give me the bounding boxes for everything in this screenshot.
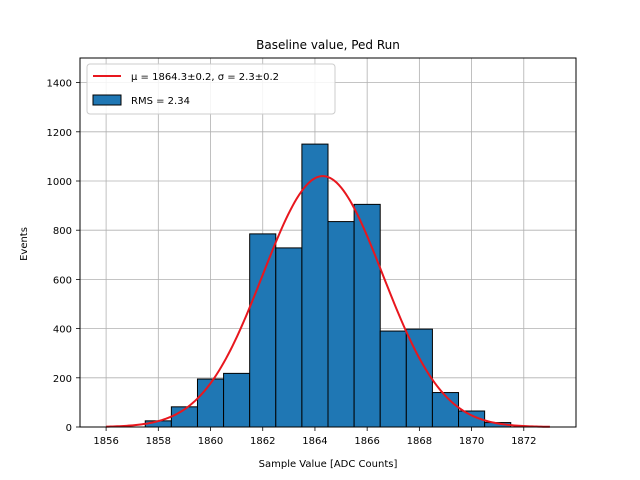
histogram-bar [431,392,460,428]
chart-title: Baseline value, Ped Run [256,38,400,52]
x-axis-ticks: 1856 1858 1860 1862 1864 1866 1868 1870 1872 [93,427,537,447]
x-tick-label: 1866 [354,436,379,447]
y-tick-label: 400 [53,325,72,336]
x-tick-label: 1858 [146,436,171,447]
legend: μ = 1864.3±0.2, σ = 2.3±0.2 RMS = 2.34 [86,63,336,115]
histogram-bars [144,143,512,428]
y-tick-label: 1000 [47,177,72,188]
x-tick-label: 1862 [250,436,275,447]
y-axis-ticks: 0 200 400 600 800 1000 1200 1400 [47,79,80,434]
legend-fit-label: μ = 1864.3±0.2, σ = 2.3±0.2 [131,72,279,83]
y-tick-label: 1200 [47,128,72,139]
legend-hist-label: RMS = 2.34 [131,96,190,107]
y-tick-label: 1400 [47,79,72,90]
histogram-bar [275,247,303,428]
y-tick-label: 600 [53,275,72,286]
gaussian-fit-curve [106,175,550,428]
histogram-bar [223,372,251,428]
x-tick-label: 1856 [93,436,118,447]
histogram-bar [405,328,433,428]
y-tick-label: 0 [66,423,72,434]
x-tick-label: 1860 [198,436,223,447]
x-tick-label: 1868 [407,436,432,447]
y-tick-label: 800 [53,226,72,237]
histogram-bar [327,221,355,428]
x-tick-label: 1864 [302,436,327,447]
legend-box [86,63,336,115]
histogram-bar [379,330,407,428]
histogram-bar [249,233,277,428]
y-tick-label: 200 [53,374,72,385]
histogram-bar [196,378,225,428]
x-tick-label: 1872 [511,436,536,447]
x-tick-label: 1870 [459,436,484,447]
legend-hist-swatch [92,94,122,106]
y-axis-label: Events [19,227,30,261]
histogram-bar [301,143,329,428]
x-axis-label: Sample Value [ADC Counts] [259,459,398,470]
plot-frame [79,57,577,428]
